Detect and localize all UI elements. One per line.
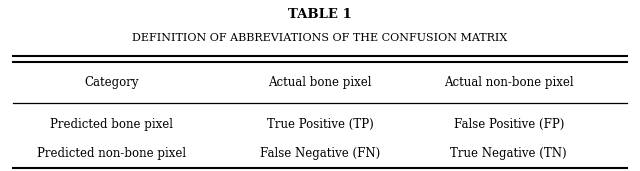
Text: Predicted bone pixel: Predicted bone pixel bbox=[51, 118, 173, 131]
Text: False Positive (FP): False Positive (FP) bbox=[454, 118, 564, 131]
Text: False Negative (FN): False Negative (FN) bbox=[260, 147, 380, 160]
Text: TABLE 1: TABLE 1 bbox=[288, 8, 352, 21]
Text: Actual bone pixel: Actual bone pixel bbox=[268, 76, 372, 89]
Text: Actual non-bone pixel: Actual non-bone pixel bbox=[444, 76, 573, 89]
Text: True Negative (TN): True Negative (TN) bbox=[451, 147, 567, 160]
Text: Predicted non-bone pixel: Predicted non-bone pixel bbox=[37, 147, 187, 160]
Text: DEFINITION OF ABBREVIATIONS OF THE CONFUSION MATRIX: DEFINITION OF ABBREVIATIONS OF THE CONFU… bbox=[132, 33, 508, 43]
Text: Category: Category bbox=[84, 76, 140, 89]
Text: True Positive (TP): True Positive (TP) bbox=[267, 118, 373, 131]
